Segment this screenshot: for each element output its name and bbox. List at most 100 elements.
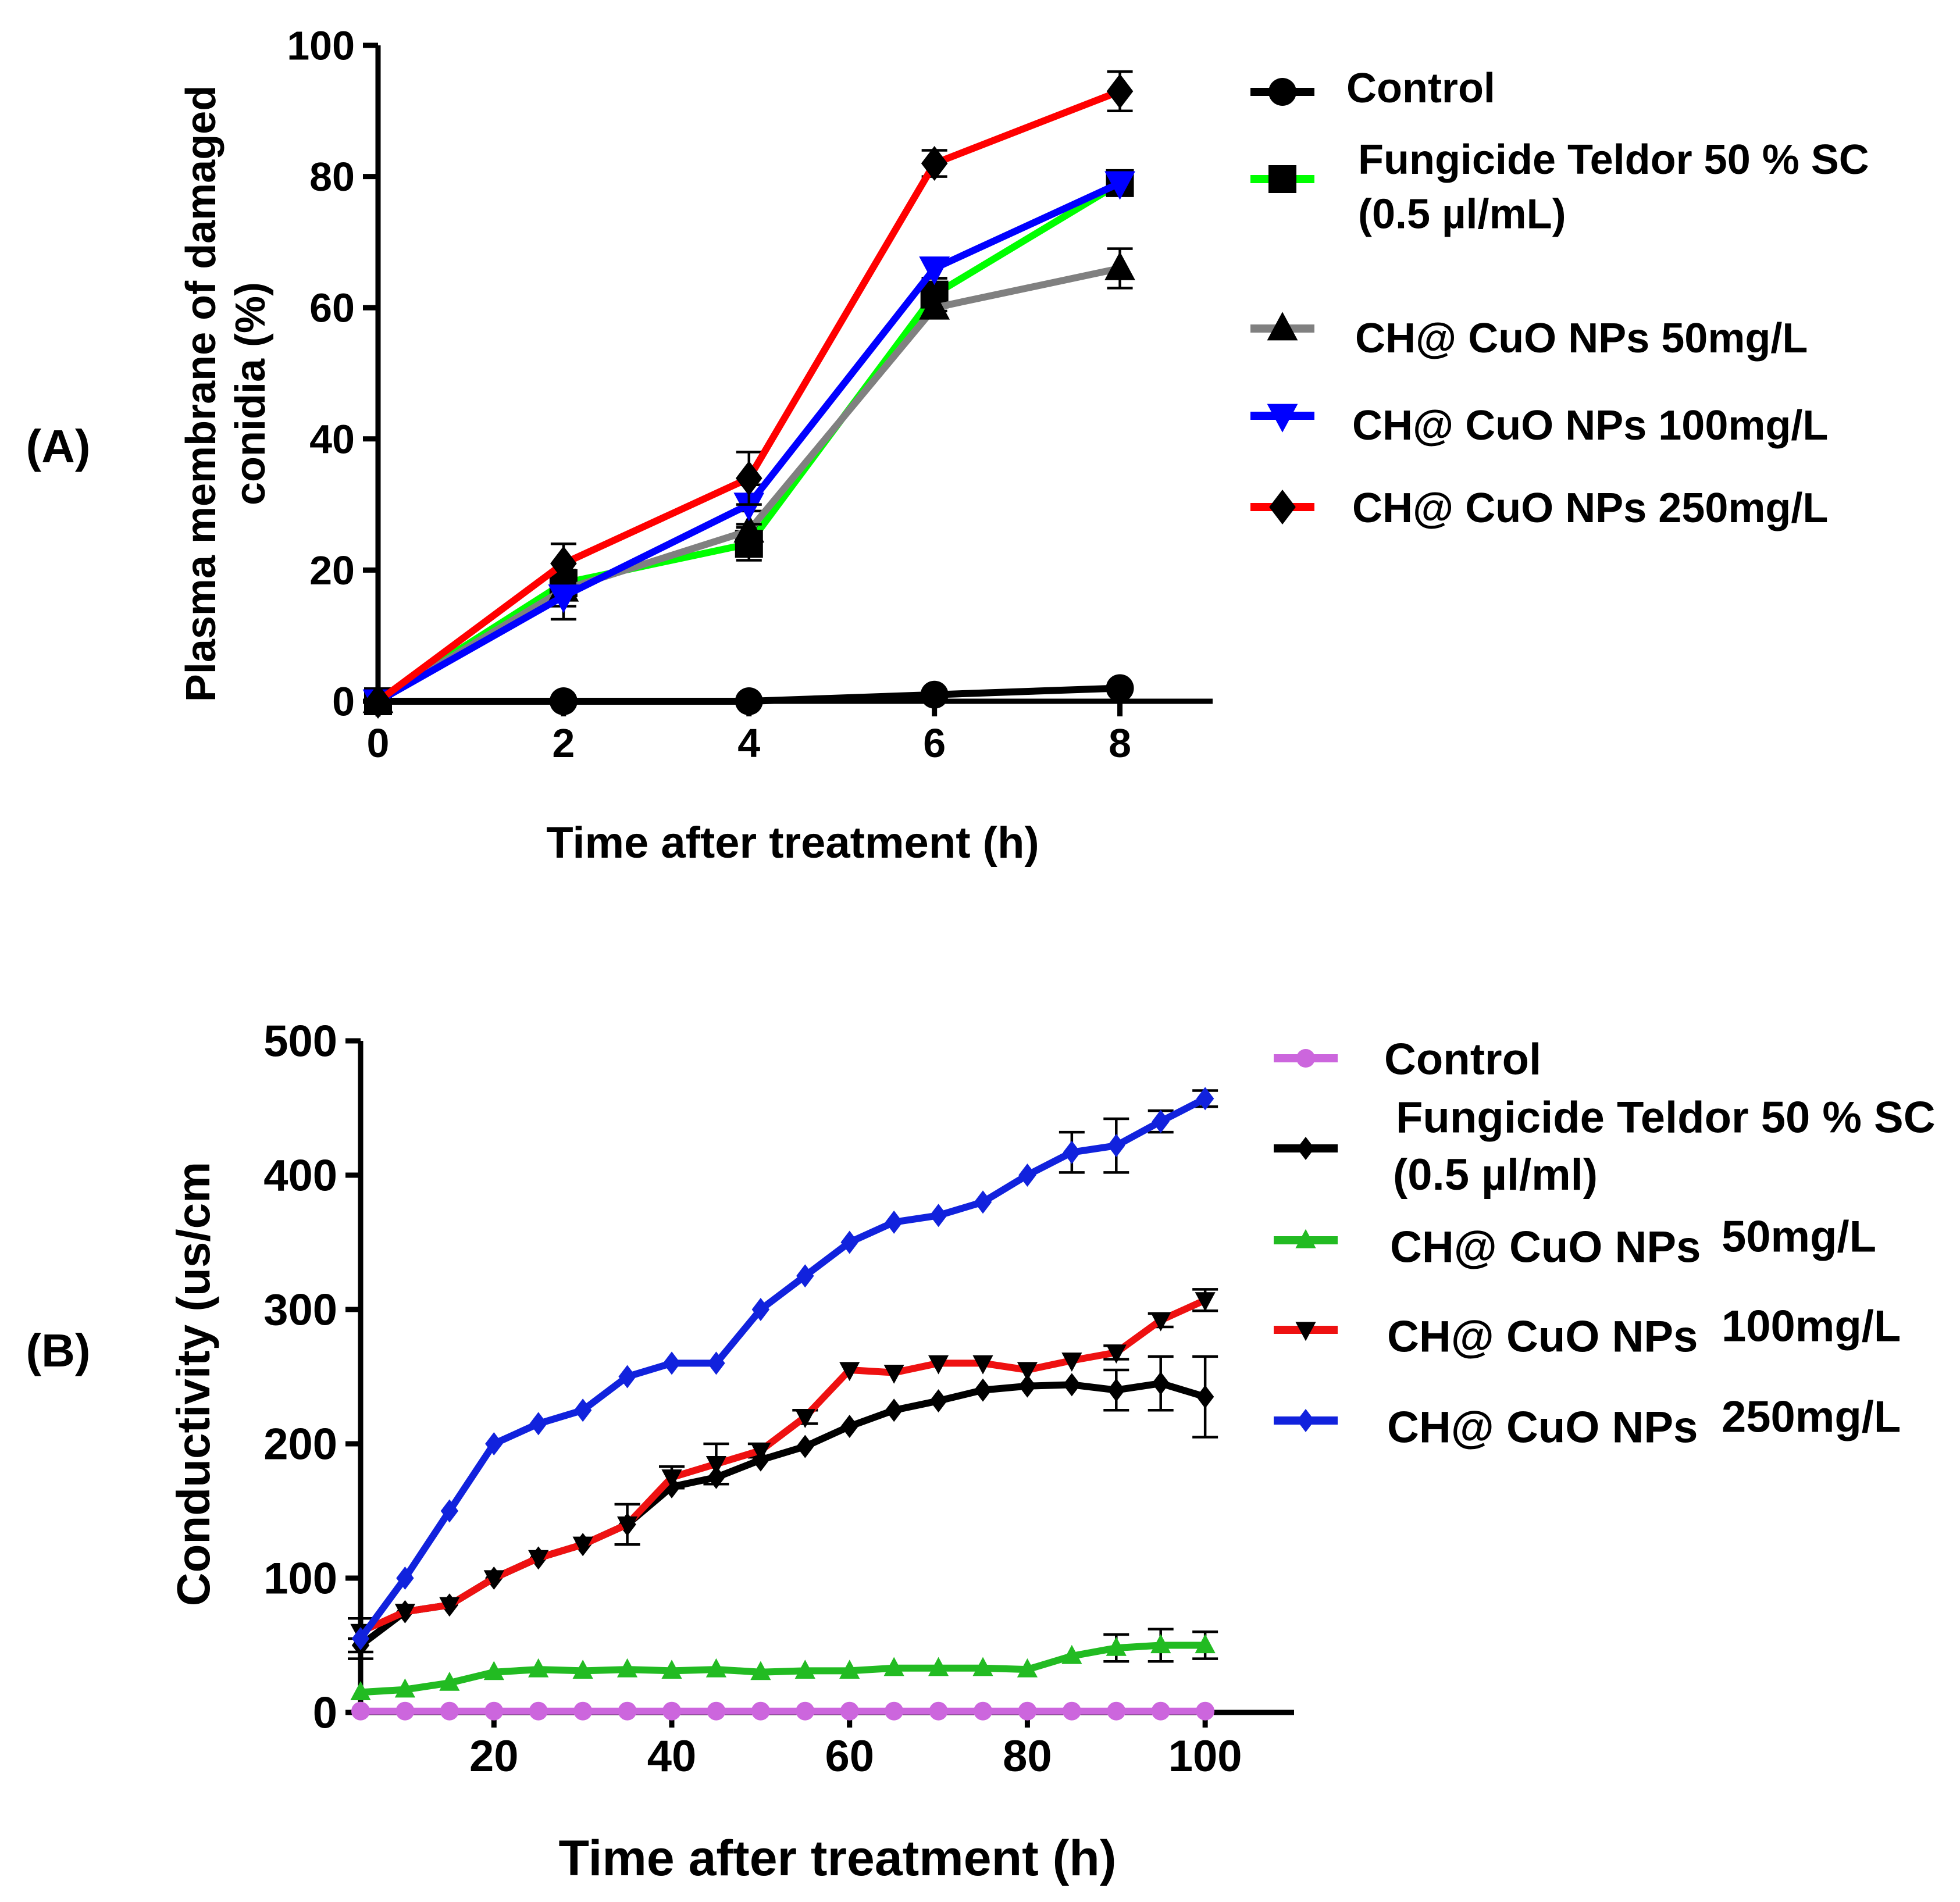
panel-b-x-tick-label: 80 [1003, 1732, 1052, 1781]
panel-b-series-1-point [885, 1398, 903, 1422]
panel-b-legend-item-3: CH@ CuO NPs 100mg/L [1274, 1301, 1901, 1361]
panel-a-series-0-point [549, 687, 578, 715]
panel-a-legend-item-4: CH@ CuO NPs 250mg/L [1250, 485, 1828, 531]
panel-b-series-2-point [928, 1657, 949, 1676]
panel-b-series-0 [351, 1701, 1215, 1721]
panel-a-legend-marker-0 [1268, 78, 1296, 106]
panel-b-legend-item-4: CH@ CuO NPs 250mg/L [1274, 1392, 1901, 1452]
panel-b-series-4-point [440, 1499, 459, 1523]
panel-b-legend-label-2: 50mg/L [1722, 1212, 1876, 1261]
panel-a-series-1 [364, 169, 1134, 715]
panel-b-series-4-line [358, 1095, 1207, 1641]
panel-b-series-4-point [1196, 1087, 1214, 1111]
panel-a-series-2-point [919, 291, 950, 320]
panel-b-series-0-point [1018, 1701, 1037, 1721]
panel-a-legend-item-2: CH@ CuO NPs 50mg/L [1250, 312, 1808, 362]
panel-b-series-1-point [840, 1414, 858, 1438]
panel-a-series-0-point [920, 680, 949, 709]
panel-b-x-tick-label: 20 [469, 1732, 519, 1781]
panel-b-series-3-point [928, 1355, 949, 1375]
panel-b-series-0-point [484, 1701, 504, 1721]
panel-b-series-0-point [1062, 1701, 1081, 1721]
panel-b-x-tick-label: 60 [825, 1732, 874, 1781]
panel-b-series-4-point [751, 1298, 770, 1321]
panel-b-y-axis-label: Conductivity (us/cm [168, 1162, 219, 1607]
panel-b-series-2-point [1106, 1636, 1127, 1656]
panel-b-series-0-point [351, 1701, 370, 1721]
panel-b-series-1-point [929, 1389, 947, 1413]
panel-a-series-2-point [733, 513, 765, 543]
panel-b-series-3-point [972, 1355, 993, 1375]
panel-b-series-2-point [839, 1660, 860, 1679]
panel-b-series-2-point [1150, 1634, 1171, 1654]
panel-b-series-3-line [359, 1297, 1207, 1635]
panel-b-series-4 [348, 1087, 1218, 1660]
panel-a-series-0 [364, 674, 1134, 715]
panel-a-legend-label-4: CH@ CuO NPs 250mg/L [1352, 485, 1828, 531]
panel-a-y-tick-label: 80 [309, 154, 355, 199]
panel-b-series-1-point [1152, 1372, 1170, 1396]
panel-b-series-4-point [485, 1432, 503, 1455]
panel-b-series-3-point [1017, 1362, 1038, 1382]
panel-b-legend-marker-0 [1296, 1049, 1315, 1068]
panel-b-series-4-point [662, 1351, 681, 1375]
panel-b-x-tick-label: 100 [1168, 1732, 1242, 1781]
panel-a-legend-marker-3 [1267, 404, 1298, 433]
panel-b-series-4-point [1107, 1134, 1125, 1158]
panel-b-series-2-point [794, 1660, 815, 1679]
panel-b-series-0-point [529, 1701, 548, 1721]
panel-b-series-3-point [750, 1442, 771, 1462]
panel-a-x-tick-label: 0 [367, 720, 390, 766]
panel-b-series-2-point [483, 1661, 504, 1680]
panel-b-legend-label-0: Control [1384, 1034, 1541, 1084]
panel-b-series-4-point [885, 1210, 903, 1234]
panel-a-series-3-point [733, 493, 765, 522]
panel-b-series-3-point [839, 1362, 860, 1382]
panel-b-series-2-point [1061, 1644, 1082, 1664]
panel-b-legend-label-2: CH@ CuO NPs [1390, 1222, 1701, 1272]
panel-a-series-3-line [376, 180, 1122, 705]
panel-a-y-tick-label: 0 [332, 679, 355, 725]
panel-b-series-2-point [1195, 1634, 1216, 1654]
panel-a-line-chart: (A) 0 20 40 60 80 100 0 2 4 6 8 Time after treatme… [26, 23, 1869, 868]
panel-b-series-2 [350, 1628, 1218, 1700]
panel-b-y-tick-label: 500 [263, 1017, 337, 1066]
panel-a-y-axis-label-line-2: conidia (%) [227, 282, 274, 505]
panel-b-series-4-point [929, 1204, 947, 1227]
panel-b-series-3-point [794, 1409, 815, 1428]
panel-b-legend-marker-4 [1296, 1409, 1315, 1432]
panel-a-series-0-point [1106, 674, 1134, 702]
panel-b-legend-label-3: 100mg/L [1722, 1301, 1901, 1351]
panel-b-series-1-point [1196, 1385, 1214, 1409]
panel-a-legend-item-3: CH@ CuO NPs 100mg/L [1250, 402, 1828, 449]
panel-b-series-3-point [439, 1597, 460, 1616]
panel-a-legend-label-1: Fungicide Teldor 50 % SC [1358, 137, 1869, 183]
panel-a-series-4-point [735, 461, 762, 496]
panel-b-series-0-point [707, 1701, 726, 1721]
panel-b-series-2-point [705, 1658, 727, 1678]
panel-b-series-0-point [1107, 1701, 1126, 1721]
panel-a-x-tick-label: 6 [923, 720, 946, 766]
panel-a-legend-marker-2 [1267, 312, 1298, 341]
panel-b-series-4-point [396, 1566, 414, 1590]
panel-b-series-2-point [528, 1658, 549, 1678]
panel-a-series-4-point [365, 684, 391, 719]
panel-a-series-3-point [1104, 171, 1135, 200]
panel-b-y-tick-label: 100 [263, 1554, 337, 1604]
panel-b-series-4-point [529, 1412, 547, 1436]
panel-a-series-2-point [1104, 251, 1135, 280]
panel-b-series-0-point [395, 1701, 415, 1721]
panel-a-series-3-point [548, 584, 579, 613]
panel-a-series-4-line [376, 88, 1121, 704]
panel-b-series-0-point [440, 1701, 459, 1721]
panel-b-legend-label-1: Fungicide Teldor 50 % SC [1396, 1093, 1936, 1142]
panel-b-y-tick-label: 400 [263, 1151, 337, 1201]
panel-a-series-4-point [921, 146, 948, 181]
panel-b-series-2-point [394, 1678, 416, 1698]
panel-b-series-0-point [1151, 1701, 1170, 1721]
panel-b-series-2-point [661, 1660, 682, 1679]
panel-b-legend-item-0: Control [1274, 1034, 1541, 1084]
panel-b-series-3-point [1061, 1353, 1082, 1372]
panel-b-series-0-point [573, 1701, 593, 1721]
panel-b-series-4-point [1152, 1109, 1170, 1133]
